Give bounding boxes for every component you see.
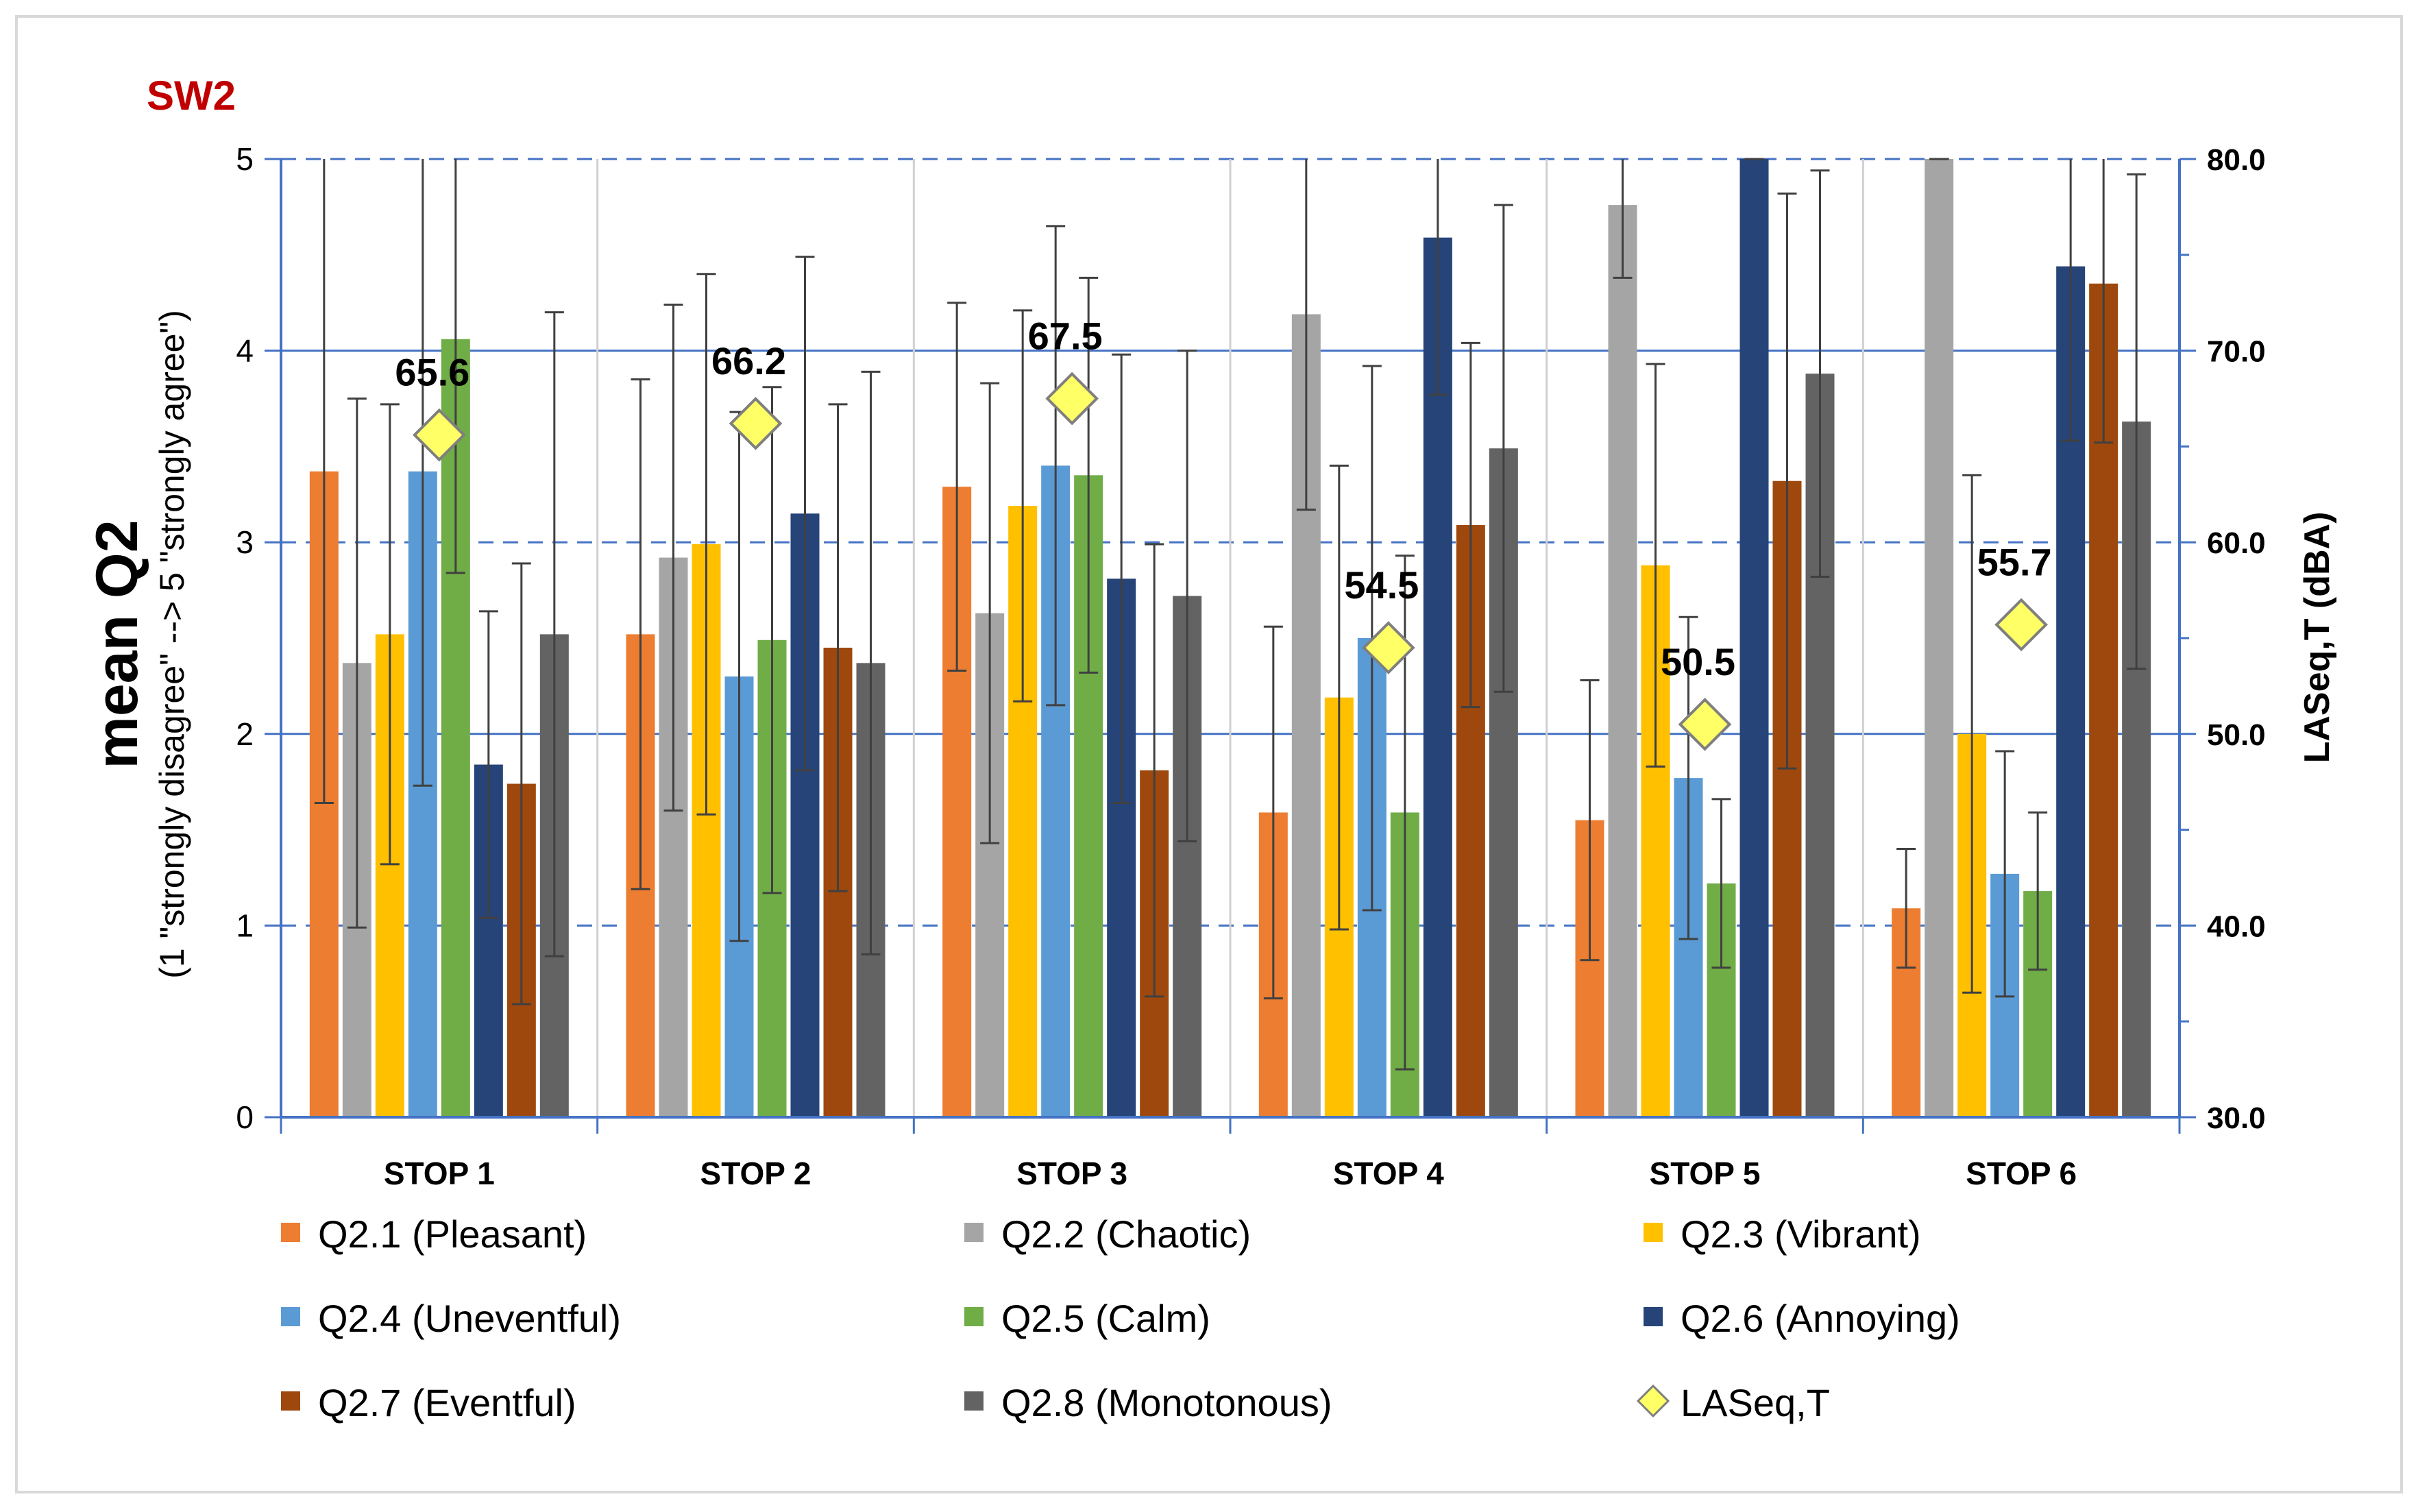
error-bars-layer [314,158,2147,1071]
laeq-marker [1678,697,1732,751]
legend-label: Q2.3 (Vibrant) [1681,1212,1921,1256]
x-tick-label: STOP 1 [384,1156,495,1191]
bar [1739,159,1769,1117]
legend-label: Q2.6 (Annoying) [1681,1297,1960,1340]
y-axis-title: mean Q2 [84,520,150,768]
legend: Q2.1 (Pleasant) Q2.2 (Chaotic) Q2.3 (Vibra… [281,1212,1960,1424]
legend-swatch [1636,1384,1670,1418]
laeq-data-label: 55.7 [1977,540,2052,583]
legend-swatch [281,1223,300,1242]
y2-tick-label: 60.0 [2207,526,2266,560]
axes-layer: STOP 1 STOP 2 STOP 3 STOP 4 STOP 5 STOP 6 0 1 2 3… [236,141,2265,1191]
legend-label: Q2.7 (Eventful) [318,1381,576,1424]
y2-tick-label: 50.0 [2207,718,2266,752]
laeq-marker [413,408,466,462]
laeq-data-label: 54.5 [1344,563,1419,607]
y2-tick-label: 30.0 [2207,1101,2266,1135]
y-tick-label: 1 [236,907,254,943]
y-tick-label: 4 [236,333,254,369]
legend-label: Q2.8 (Monotonous) [1001,1381,1332,1424]
x-tick-label: STOP 4 [1333,1156,1444,1191]
x-tick-label: STOP 6 [1966,1156,2077,1191]
y2-tick-label: 80.0 [2207,143,2266,177]
y-tick-label: 2 [236,716,254,752]
legend-label: Q2.4 (Uneventful) [318,1297,621,1340]
chart-title: SW2 [147,73,236,119]
legend-swatch [964,1391,984,1411]
legend-swatch [964,1307,984,1326]
laeq-data-label: 50.5 [1661,640,1735,683]
bar [1925,159,1954,1117]
laeq-data-label: 67.5 [1028,315,1103,358]
laeq-marker [729,397,783,450]
legend-label: Q2.2 (Chaotic) [1001,1212,1251,1256]
laeq-marker [1362,621,1415,674]
legend-swatch [964,1223,984,1242]
x-tick-label: STOP 3 [1016,1156,1127,1191]
secondary-y-axis-title: LASeq,T (dBA) [2297,512,2337,764]
y2-tick-label: 40.0 [2207,910,2266,943]
laeq-marker [1994,598,2048,652]
laeq-marker [1045,371,1099,426]
laeq-data-label: 65.6 [395,351,469,394]
line-series-layer: 65.6 66.2 67.5 54.5 50.5 55.7 [395,315,2052,751]
legend-swatch [281,1307,300,1326]
legend-label: LASeq,T [1681,1381,1830,1424]
chart-border [15,15,2403,1493]
x-tick-label: STOP 2 [700,1156,811,1191]
grid-layer [281,158,2179,1117]
legend-label: Q2.5 (Calm) [1001,1297,1210,1340]
y-tick-label: 0 [236,1099,254,1135]
laeq-data-label: 66.2 [711,339,786,382]
legend-label: Q2.1 (Pleasant) [318,1212,587,1256]
legend-swatch [281,1391,300,1411]
y-axis-subtitle: (1 "strongly disagree" --> 5 "strongly a… [153,310,191,979]
y2-tick-label: 70.0 [2207,335,2266,369]
legend-swatch [1644,1307,1663,1326]
y-tick-label: 3 [236,524,254,560]
legend-swatch [1644,1223,1663,1242]
bar [1608,205,1637,1117]
y-tick-label: 5 [236,141,254,177]
x-tick-label: STOP 5 [1650,1156,1761,1191]
